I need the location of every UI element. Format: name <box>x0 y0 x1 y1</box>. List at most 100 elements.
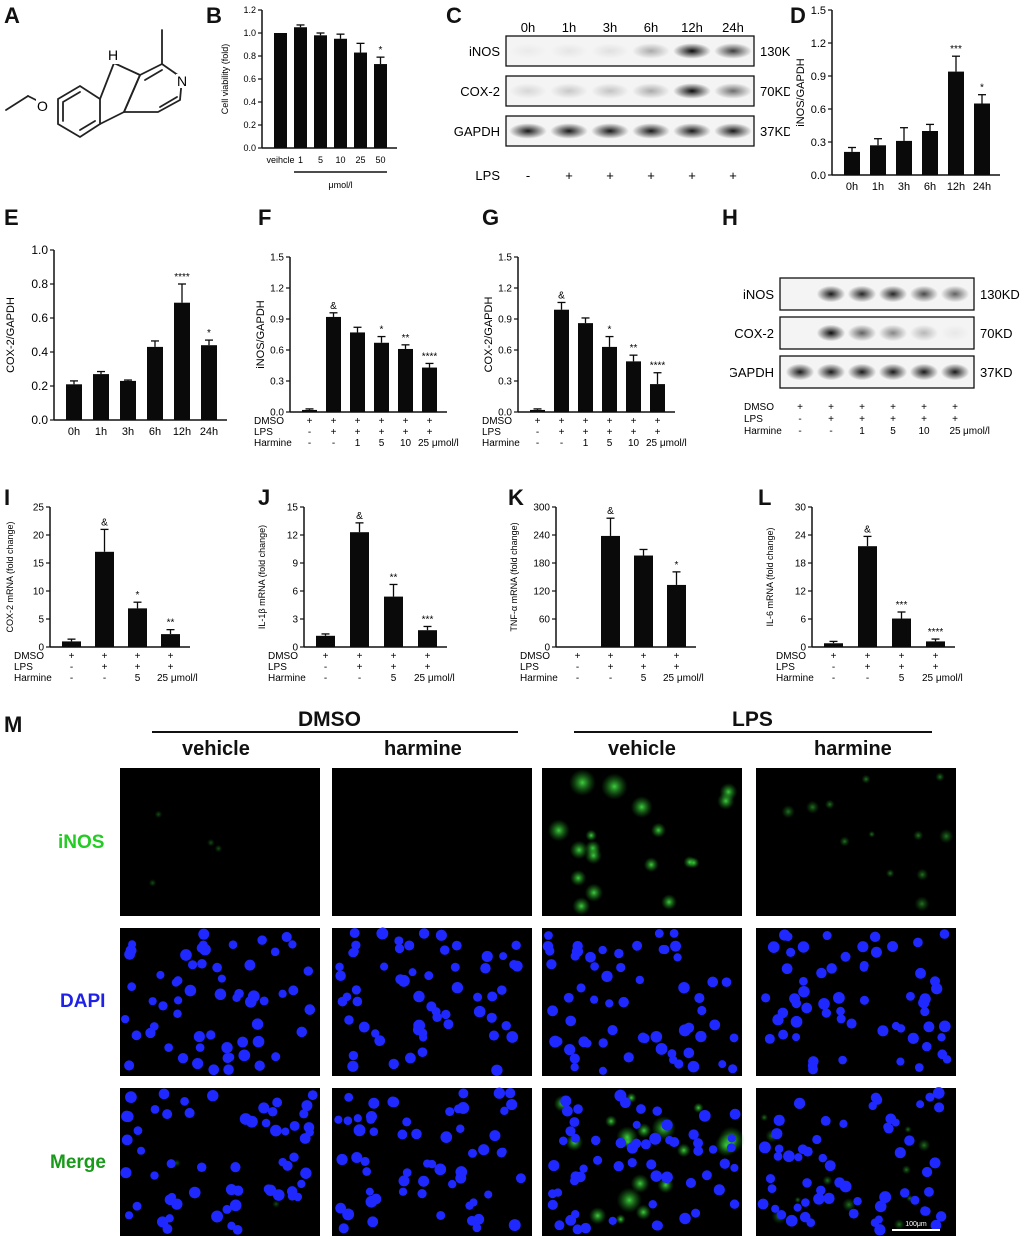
nucleus <box>562 1105 573 1117</box>
treatment-value: + <box>865 651 871 662</box>
nucleus <box>352 996 363 1007</box>
bar <box>634 555 653 647</box>
inos-signal <box>885 868 895 878</box>
nucleus <box>188 1186 201 1199</box>
nucleus <box>349 928 360 938</box>
blot-row-label: GAPDH <box>454 124 500 139</box>
panel-letter-c: C <box>446 3 462 28</box>
blot-band <box>940 285 970 303</box>
group-label-lps: LPS <box>732 708 773 731</box>
row-label-dapi: DAPI <box>60 991 106 1012</box>
nucleus <box>836 1014 846 1024</box>
bar <box>326 316 341 412</box>
treatment-value: - <box>866 673 869 684</box>
inos-signal <box>822 1175 833 1186</box>
bar <box>422 367 437 412</box>
treatment-value: - <box>798 426 801 437</box>
nucleus <box>821 1008 832 1018</box>
nucleus <box>929 1157 941 1169</box>
y-tick-label: 1.5 <box>811 5 826 17</box>
y-axis-label: Cell viability (fold) <box>220 44 230 115</box>
o-label: O <box>37 98 48 114</box>
y-tick-label: 3 <box>292 615 298 626</box>
nucleus <box>632 940 643 951</box>
blot-box <box>505 35 755 67</box>
nucleus <box>836 1006 845 1016</box>
nucleus <box>397 974 410 987</box>
nucleus <box>221 1041 233 1054</box>
treatment-value: + <box>859 414 865 425</box>
nucleus <box>125 945 137 957</box>
nucleus <box>278 989 287 998</box>
treatment-value: + <box>583 416 589 427</box>
nucleus <box>623 1052 634 1063</box>
bar <box>128 608 147 647</box>
inos-signal <box>935 772 945 782</box>
inos-signal <box>643 857 659 873</box>
x-tick-label: 1h <box>872 181 884 193</box>
nucleus <box>506 1031 519 1043</box>
nucleus <box>910 1195 920 1205</box>
y-tick-label: 0.2 <box>31 379 48 393</box>
treatment-value: + <box>323 651 329 662</box>
nucleus <box>563 992 574 1003</box>
treatment-value: + <box>631 427 637 438</box>
nucleus <box>411 1128 422 1140</box>
significance-mark: * <box>379 45 383 56</box>
nucleus <box>771 1128 783 1140</box>
bar <box>147 346 163 420</box>
y-tick-label: 9 <box>292 559 298 570</box>
nucleus <box>665 1135 674 1145</box>
blot-box <box>505 115 755 147</box>
treatment-value: - <box>576 673 579 684</box>
treatment-row-label: Harmine <box>482 438 520 449</box>
treatment-value: + <box>559 427 565 438</box>
inos-signal <box>630 1174 650 1194</box>
chart-b-cell-viability: 0.0 0.2 0.4 0.6 0.8 1.0 1.2 Cell viability (fol… <box>220 5 397 190</box>
nucleus <box>907 1032 919 1044</box>
blot-band <box>940 363 970 381</box>
nucleus <box>334 1115 343 1124</box>
blot-band <box>509 123 547 139</box>
bar <box>650 384 665 412</box>
treatment-value: 1 <box>355 438 361 449</box>
bar <box>892 618 911 647</box>
treatment-value: 10 <box>918 426 930 437</box>
treatment-row-label: Harmine <box>520 673 558 684</box>
nucleus <box>473 992 483 1002</box>
nucleus <box>369 1127 379 1136</box>
nucleus <box>683 1047 695 1059</box>
nucleus <box>398 1175 410 1187</box>
nucleus <box>417 1189 427 1199</box>
nucleus <box>589 995 599 1004</box>
bar <box>554 309 569 412</box>
nucleus <box>679 1212 691 1225</box>
nucleus <box>934 1102 945 1113</box>
treatment-row-label: DMSO <box>744 402 774 413</box>
blot-band <box>550 123 588 139</box>
treatment-row-label: DMSO <box>268 651 298 662</box>
y-tick-label: 1.0 <box>243 28 256 38</box>
nucleus <box>286 1186 298 1197</box>
nucleus <box>288 985 299 996</box>
nucleus <box>187 960 198 970</box>
bar <box>334 38 347 148</box>
nucleus <box>585 951 596 963</box>
nucleus <box>636 1104 646 1114</box>
inos-signal <box>914 896 930 912</box>
y-tick-label: 18 <box>795 559 807 570</box>
treatment-row-label: LPS <box>776 662 795 673</box>
nucleus <box>572 1224 583 1235</box>
nucleus <box>367 1216 379 1228</box>
treatment-value: + <box>403 416 409 427</box>
nucleus <box>929 976 941 987</box>
x-tick-label: 0h <box>846 181 858 193</box>
nucleus <box>368 1097 380 1109</box>
nucleus <box>776 1210 787 1220</box>
treatment-value: 5 <box>899 673 905 684</box>
treatment-value: - <box>308 427 311 438</box>
treatment-value: + <box>933 651 939 662</box>
nucleus <box>500 1106 509 1116</box>
nucleus <box>904 1135 915 1146</box>
nucleus <box>767 1184 777 1194</box>
